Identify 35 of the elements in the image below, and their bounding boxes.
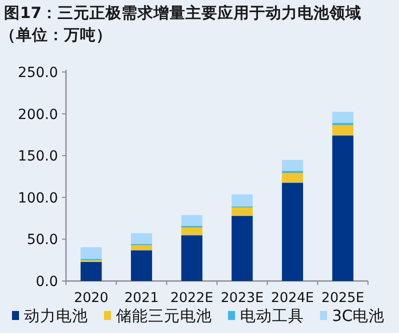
y-tick-label: 250.0 [18, 65, 58, 81]
bar [181, 227, 202, 236]
y-tick-label: 50.0 [26, 232, 58, 248]
y-tick-label: 0.0 [36, 274, 58, 290]
bar [80, 262, 102, 281]
bar [130, 250, 152, 281]
x-tick-label: 2024E [271, 290, 314, 306]
bar [181, 215, 202, 226]
bar [130, 245, 152, 250]
bar [282, 160, 304, 171]
x-tick-label: 2025E [321, 290, 364, 306]
bar [80, 247, 102, 259]
bar [332, 136, 354, 281]
y-tick-label: 100.0 [18, 190, 58, 206]
x-tick-label: 2021 [124, 290, 159, 306]
x-tick-label: 2020 [74, 290, 108, 306]
legend-label: 动力电池 [24, 307, 88, 325]
legend-label: 储能三元电池 [116, 307, 212, 325]
chart-subtitle: （单位：万吨） [0, 26, 112, 44]
x-tick-label: 2022E [170, 290, 214, 306]
bar [282, 172, 304, 183]
bar [232, 194, 253, 206]
legend-label: 3C电池 [332, 307, 385, 325]
bar [332, 112, 354, 123]
bar [332, 125, 354, 136]
bar [130, 233, 152, 244]
y-tick-label: 150.0 [18, 148, 58, 165]
legend-label: 电动工具 [240, 307, 304, 325]
x-tick-label: 2023E [220, 290, 264, 306]
chart-title: 图17：三元正极需求增量主要应用于动力电池领域 [4, 3, 362, 22]
y-tick-label: 200.0 [18, 106, 58, 123]
bar [232, 216, 253, 281]
bar [232, 207, 253, 216]
bar [282, 182, 304, 281]
bar [181, 235, 202, 281]
